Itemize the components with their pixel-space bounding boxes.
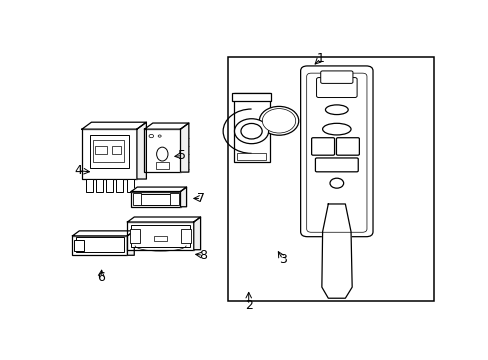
Ellipse shape <box>156 147 168 161</box>
Bar <box>76 237 123 252</box>
FancyBboxPatch shape <box>306 73 366 232</box>
Ellipse shape <box>325 105 347 114</box>
Polygon shape <box>321 204 351 298</box>
FancyBboxPatch shape <box>315 158 358 172</box>
Circle shape <box>149 134 153 138</box>
Bar <box>72 236 127 255</box>
Bar <box>133 193 141 205</box>
Circle shape <box>158 135 161 137</box>
Circle shape <box>259 107 298 135</box>
Polygon shape <box>180 187 186 207</box>
Bar <box>156 162 169 169</box>
FancyBboxPatch shape <box>336 138 359 155</box>
FancyBboxPatch shape <box>311 138 334 155</box>
Bar <box>126 179 133 192</box>
Polygon shape <box>144 123 188 129</box>
Text: 6: 6 <box>97 271 104 284</box>
Bar <box>131 225 189 247</box>
Bar <box>135 194 176 204</box>
Bar <box>153 237 167 242</box>
FancyBboxPatch shape <box>300 66 372 237</box>
Text: 1: 1 <box>316 52 324 65</box>
Text: 2: 2 <box>244 299 252 312</box>
Polygon shape <box>82 122 146 129</box>
Bar <box>93 140 123 162</box>
FancyBboxPatch shape <box>320 71 352 84</box>
Bar <box>82 129 137 179</box>
Text: 4: 4 <box>74 164 82 177</box>
Bar <box>233 93 269 162</box>
Text: 7: 7 <box>197 192 205 205</box>
Text: 5: 5 <box>178 149 186 162</box>
FancyBboxPatch shape <box>316 77 356 98</box>
Polygon shape <box>180 123 188 172</box>
Bar <box>227 57 433 301</box>
Bar <box>231 93 271 102</box>
Circle shape <box>262 109 295 133</box>
Bar <box>170 193 178 205</box>
Bar <box>116 179 123 192</box>
Text: 3: 3 <box>278 253 286 266</box>
Polygon shape <box>72 231 134 236</box>
Polygon shape <box>193 217 200 250</box>
Bar <box>131 192 180 207</box>
Circle shape <box>241 123 262 139</box>
Circle shape <box>234 119 268 144</box>
Circle shape <box>329 178 343 188</box>
Bar <box>85 179 92 192</box>
Bar <box>127 222 193 250</box>
Bar <box>95 146 106 154</box>
Polygon shape <box>137 122 146 179</box>
Bar <box>181 229 190 243</box>
Bar <box>144 129 180 172</box>
Polygon shape <box>131 187 186 192</box>
Bar <box>74 240 84 251</box>
Polygon shape <box>127 231 134 255</box>
Bar <box>89 135 129 168</box>
Text: 8: 8 <box>199 249 207 262</box>
Polygon shape <box>127 217 200 222</box>
Bar <box>111 146 121 154</box>
Bar <box>237 153 265 159</box>
Bar <box>96 179 102 192</box>
Ellipse shape <box>322 123 350 135</box>
Bar <box>130 229 140 243</box>
Bar <box>106 179 113 192</box>
